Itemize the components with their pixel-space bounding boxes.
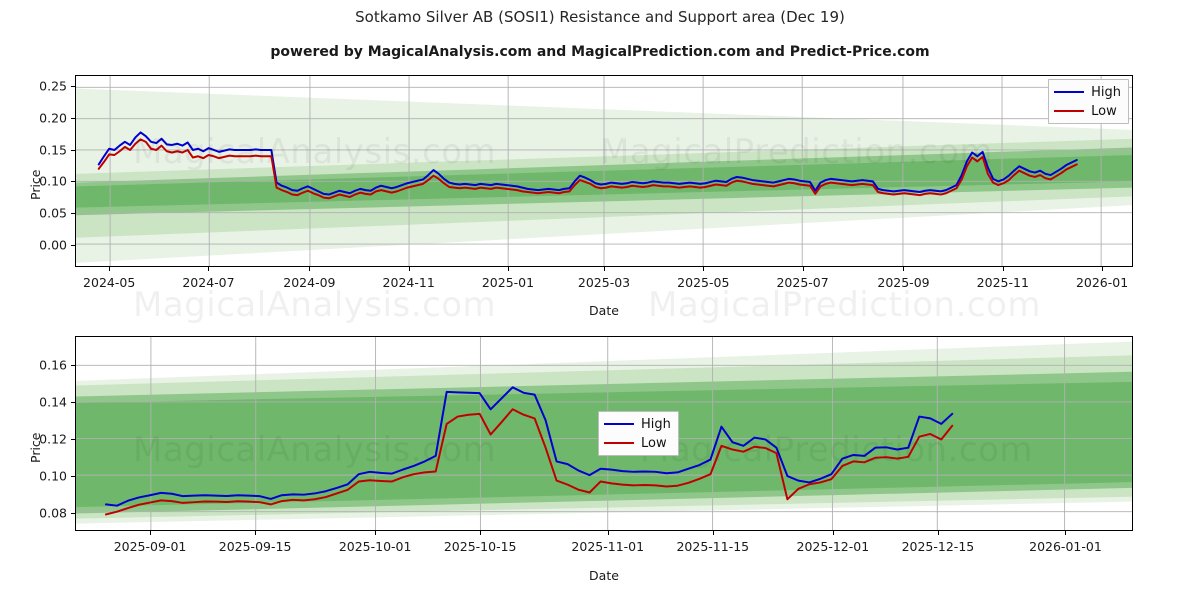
y-tick-mark xyxy=(71,438,75,440)
y-tick-label: 0.10 xyxy=(39,173,67,189)
x-tick-label: 2025-12-15 xyxy=(901,539,975,554)
legend-line-low-icon xyxy=(1054,110,1085,112)
legend-entry-high: High xyxy=(604,416,671,432)
x-tick-mark xyxy=(1002,267,1004,271)
y-tick-label: 0.20 xyxy=(39,110,67,126)
y-tick-mark xyxy=(71,401,75,403)
x-tick-mark xyxy=(109,267,111,271)
x-tick-mark xyxy=(255,531,257,535)
legend-label-high: High xyxy=(1091,84,1121,100)
series-line-low xyxy=(104,408,954,516)
y-tick-mark xyxy=(71,149,75,151)
y-tick-label: 0.05 xyxy=(39,205,67,221)
x-tick-mark xyxy=(150,531,152,535)
x-tick-label: 2025-12-01 xyxy=(796,539,870,554)
legend-line-low-icon xyxy=(604,442,634,444)
legend-entry-low: Low xyxy=(1054,103,1121,119)
legend-label-high: High xyxy=(641,416,671,432)
x-tick-label: 2025-09 xyxy=(877,275,930,290)
overview-plot-area xyxy=(75,75,1133,267)
x-tick-mark xyxy=(480,531,482,535)
x-tick-mark xyxy=(802,267,804,271)
x-tick-mark xyxy=(703,267,705,271)
x-tick-mark xyxy=(1065,531,1067,535)
x-tick-label: 2024-11 xyxy=(382,275,435,290)
overview-plot-canvas xyxy=(76,76,1132,266)
y-tick-mark xyxy=(71,181,75,183)
y-tick-mark xyxy=(71,244,75,246)
x-tick-mark xyxy=(408,267,410,271)
detail-x-axis-label: Date xyxy=(589,568,619,583)
page-title: Sotkamo Silver AB (SOSI1) Resistance and… xyxy=(355,8,845,26)
x-tick-mark xyxy=(375,531,377,535)
x-tick-label: 2025-11 xyxy=(976,275,1029,290)
y-tick-label: 0.14 xyxy=(39,394,67,410)
y-tick-mark xyxy=(71,86,75,88)
x-tick-label: 2025-07 xyxy=(776,275,829,290)
y-tick-mark xyxy=(71,364,75,366)
x-tick-label: 2026-01-01 xyxy=(1029,539,1102,554)
y-tick-mark xyxy=(71,475,75,477)
x-tick-mark xyxy=(903,267,905,271)
x-tick-label: 2025-11-15 xyxy=(676,539,750,554)
x-tick-label: 2026-01 xyxy=(1075,275,1129,290)
y-tick-mark xyxy=(71,213,75,215)
legend-entry-high: High xyxy=(1054,84,1121,100)
y-tick-label: 0.00 xyxy=(39,237,67,253)
page-subtitle: powered by MagicalAnalysis.com and Magic… xyxy=(270,44,930,60)
x-tick-mark xyxy=(832,531,834,535)
legend-label-low: Low xyxy=(641,435,667,451)
x-tick-mark xyxy=(712,531,714,535)
overview-x-axis-label: Date xyxy=(589,303,619,318)
y-tick-mark xyxy=(71,118,75,120)
x-tick-mark xyxy=(309,267,311,271)
x-tick-label: 2025-05 xyxy=(677,275,730,290)
legend-line-high-icon xyxy=(1054,91,1085,93)
x-tick-mark xyxy=(208,267,210,271)
detail-plot-area xyxy=(75,336,1133,531)
x-tick-mark xyxy=(507,267,509,271)
y-tick-label: 0.12 xyxy=(39,431,67,447)
x-tick-label: 2024-05 xyxy=(83,275,136,290)
x-tick-label: 2025-09-01 xyxy=(113,539,187,554)
x-tick-label: 2025-03 xyxy=(577,275,631,290)
x-tick-label: 2025-10-01 xyxy=(338,539,412,554)
x-tick-label: 2025-10-15 xyxy=(443,539,517,554)
overview-chart-panel: High Low xyxy=(75,75,1133,267)
y-tick-label: 0.15 xyxy=(39,142,67,158)
x-tick-mark xyxy=(604,267,605,271)
x-tick-mark xyxy=(607,531,609,535)
detail-legend: High Low xyxy=(598,411,679,456)
legend-entry-low: Low xyxy=(604,435,671,451)
y-tick-label: 0.25 xyxy=(39,78,67,94)
legend-label-low: Low xyxy=(1091,103,1117,119)
detail-chart-panel: High Low xyxy=(75,336,1133,531)
x-tick-label: 2024-09 xyxy=(283,275,336,290)
y-tick-label: 0.10 xyxy=(39,468,67,484)
x-tick-label: 2025-09-15 xyxy=(218,539,292,554)
series-line-low xyxy=(97,138,1078,200)
legend-line-high-icon xyxy=(604,423,634,425)
x-tick-label: 2024-07 xyxy=(182,275,235,290)
overview-legend: High Low xyxy=(1048,79,1129,124)
x-tick-mark xyxy=(937,531,939,535)
x-tick-label: 2025-01 xyxy=(481,275,535,290)
y-tick-label: 0.08 xyxy=(39,505,67,521)
series-line-high xyxy=(104,386,954,507)
series-line-high xyxy=(97,131,1078,196)
x-tick-mark xyxy=(1102,267,1104,271)
y-tick-label: 0.16 xyxy=(39,357,67,373)
x-tick-label: 2025-11-01 xyxy=(571,539,645,554)
y-tick-mark xyxy=(71,512,75,514)
